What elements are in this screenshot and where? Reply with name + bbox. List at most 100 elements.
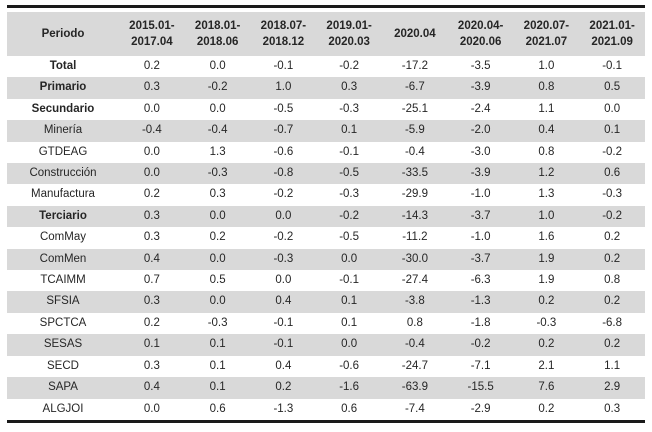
- value-cell: -25.1: [401, 102, 428, 115]
- value-cell: 0.8: [604, 274, 621, 287]
- value-cell: -0.4: [404, 145, 425, 158]
- value-cell: -3.5: [470, 60, 491, 72]
- row-label: Total: [49, 60, 77, 72]
- value-cell: 0.1: [184, 377, 251, 399]
- row-label: Terciario: [7, 205, 119, 228]
- value-cell: 0.3: [143, 231, 160, 244]
- header-period-cell: 2020.04: [382, 12, 448, 56]
- value-cell: 0.0: [250, 205, 317, 228]
- value-cell: 0.2: [579, 291, 645, 313]
- value-cell: -0.4: [184, 120, 251, 142]
- value-cell: -0.8: [250, 163, 317, 185]
- value-cell: 0.3: [209, 188, 226, 201]
- value-cell: -17.2: [401, 60, 428, 72]
- value-cell: 0.5: [579, 77, 645, 99]
- table-row: GTDEAG 0.0 1.3 -0.6 -0.1 -0.4 -3.0 0.8 -0.2: [7, 142, 645, 163]
- value-cell: -27.4: [401, 274, 428, 287]
- value-cell: -3.7: [447, 248, 514, 271]
- value-cell: 1.6: [538, 231, 555, 244]
- value-cell: -0.7: [250, 120, 317, 142]
- value-cell: 0.1: [184, 334, 251, 356]
- value-cell: 0.7: [143, 274, 160, 287]
- row-label: ComMen: [7, 248, 119, 271]
- value-cell: 0.0: [119, 163, 185, 185]
- value-cell: 1.3: [538, 188, 555, 201]
- table-row: Construcción 0.0 -0.3 -0.8 -0.5 -33.5 -3.9 1.2…: [7, 163, 645, 185]
- value-cell: 0.4: [250, 291, 317, 313]
- value-cell: -2.4: [470, 102, 491, 115]
- value-cell: 0.4: [275, 359, 292, 372]
- row-label: Manufactura: [31, 188, 95, 201]
- value-cell: 0.2: [143, 60, 160, 72]
- value-cell: 0.2: [579, 248, 645, 271]
- value-cell: 0.3: [119, 291, 185, 313]
- header-period-cell: 2019.01- 2020.03: [316, 12, 382, 56]
- value-cell: -0.1: [602, 60, 623, 72]
- table-row: TCAIMM 0.7 0.5 0.0 -0.1 -27.4 -6.3 1.9 0.8: [7, 270, 645, 291]
- header-period-cell: 2018.01- 2018.06: [184, 12, 251, 56]
- value-cell: -0.3: [536, 316, 557, 329]
- value-cell: 0.0: [184, 205, 251, 228]
- value-cell: -0.2: [602, 145, 623, 158]
- table-row: SECD 0.3 0.1 0.4 -0.6 -24.7 -7.1 2.1 1.1: [7, 356, 645, 377]
- value-cell: -3.0: [470, 145, 491, 158]
- value-cell: 0.1: [316, 291, 382, 313]
- value-cell: 0.6: [579, 163, 645, 185]
- value-cell: -0.5: [316, 163, 382, 185]
- value-cell: -6.8: [602, 316, 623, 329]
- value-cell: -7.1: [470, 359, 491, 372]
- value-cell: 1.3: [209, 145, 226, 158]
- value-cell: -0.1: [250, 334, 317, 356]
- value-cell: 2.1: [538, 359, 555, 372]
- table-row: ComMen 0.4 0.0 -0.3 0.0 -30.0 -3.7 1.9 0.2: [7, 248, 645, 271]
- value-cell: -1.6: [316, 377, 382, 399]
- value-cell: 0.1: [316, 120, 382, 142]
- value-cell: -2.9: [470, 402, 491, 415]
- row-label: TCAIMM: [40, 274, 86, 287]
- header-period-cell: 2020.04- 2020.06: [447, 12, 514, 56]
- table-row: ALGJOI 0.0 0.6 -1.3 0.6 -7.4 -2.9 0.2 0.3: [7, 399, 645, 420]
- value-cell: 1.2: [513, 163, 580, 185]
- row-label: SAPA: [7, 377, 119, 399]
- value-cell: 0.3: [316, 77, 382, 99]
- value-cell: 0.2: [209, 231, 226, 244]
- table-row: SAPA 0.4 0.1 0.2 -1.6 -63.9 -15.5 7.6 2.9: [7, 377, 645, 399]
- value-cell: -0.3: [339, 188, 360, 201]
- row-label: Secundario: [31, 102, 95, 115]
- value-cell: -0.4: [382, 334, 448, 356]
- value-cell: 0.0: [184, 248, 251, 271]
- value-cell: -6.7: [382, 77, 448, 99]
- row-label: SFSIA: [7, 291, 119, 313]
- value-cell: 0.0: [316, 248, 382, 271]
- value-cell: -6.3: [470, 274, 491, 287]
- value-cell: 0.4: [119, 248, 185, 271]
- value-cell: -0.2: [316, 205, 382, 228]
- header-period-cell: 2021.01- 2021.09: [579, 12, 645, 56]
- table-row: Secundario 0.0 0.0 -0.5 -0.3 -25.1 -2.4 1.1 0.0: [7, 99, 645, 120]
- value-cell: 0.3: [119, 205, 185, 228]
- periodo-table: Periodo 2015.01- 2017.04 2018.01- 2018.06…: [7, 5, 645, 423]
- value-cell: -1.3: [273, 402, 294, 415]
- value-cell: 0.2: [538, 402, 555, 415]
- value-cell: 1.0: [513, 205, 580, 228]
- value-cell: 1.9: [513, 248, 580, 271]
- value-cell: 0.0: [143, 145, 160, 158]
- row-label: SPCTCA: [39, 316, 87, 329]
- row-label: SESAS: [7, 334, 119, 356]
- value-cell: -0.2: [184, 77, 251, 99]
- value-cell: -11.2: [402, 231, 428, 244]
- table-row: SFSIA 0.3 0.0 0.4 0.1 -3.8 -1.3 0.2 0.2: [7, 291, 645, 313]
- value-cell: -0.1: [273, 316, 294, 329]
- value-cell: -0.5: [273, 102, 294, 115]
- value-cell: -0.6: [273, 145, 294, 158]
- value-cell: 0.3: [143, 359, 160, 372]
- value-cell: 0.4: [513, 120, 580, 142]
- value-cell: -0.1: [339, 274, 360, 287]
- value-cell: 0.0: [143, 102, 160, 115]
- value-cell: 0.2: [513, 334, 580, 356]
- value-cell: 0.0: [184, 291, 251, 313]
- row-label: Construcción: [7, 163, 119, 185]
- value-cell: 0.1: [209, 359, 226, 372]
- data-table: Periodo 2015.01- 2017.04 2018.01- 2018.06…: [7, 12, 645, 420]
- row-label: SECD: [47, 359, 79, 372]
